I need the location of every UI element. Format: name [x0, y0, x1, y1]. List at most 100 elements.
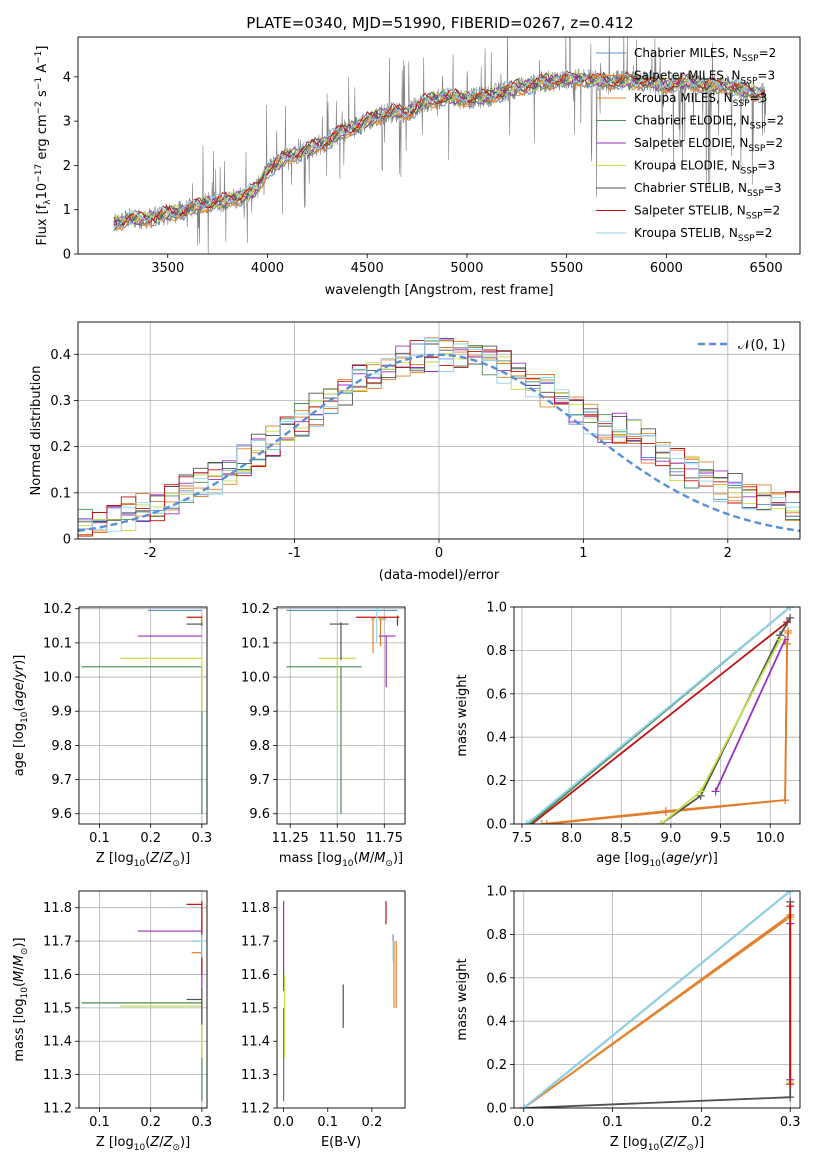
y-tick-label: 0.8: [486, 644, 507, 659]
x-axis-label: mass [log10(M/M⊙)]: [279, 851, 403, 869]
y-tick-label: 9.6: [51, 807, 72, 822]
legend-entry: Chabrier MILES, NSSP=2: [634, 46, 776, 64]
y-tick-label: 0.4: [486, 731, 507, 746]
y-tick-label: 0: [63, 248, 71, 263]
mass-weight-line: [531, 621, 788, 824]
mass-weight-line: [523, 916, 791, 1108]
x-tick-label: 4500: [351, 261, 384, 276]
x-tick-label: 7.5: [512, 831, 533, 846]
y-tick-label: 10.0: [43, 671, 72, 686]
plot-area: [81, 608, 203, 814]
x-tick-label: 0.2: [691, 1115, 712, 1130]
legend-entry: Kroupa STELIB, NSSP=2: [634, 226, 772, 244]
x-tick-label: 5500: [550, 261, 583, 276]
spectrum-panel: 3500 4000 4500 5000 5500 6000 6500 0 1 2 3 4 wavelen…: [34, 36, 801, 298]
plot-area: [113, 37, 767, 254]
y-tick-label: 11.5: [241, 1001, 270, 1016]
y-tick-label: 1.0: [486, 601, 507, 616]
y-tick-label: 3: [63, 115, 71, 130]
y-tick-label: 0.2: [486, 774, 507, 789]
x-tick-label: 4000: [251, 261, 284, 276]
age-vs-metallicity-panel: 0.1 0.2 0.3 9.6 9.7 9.8 9.9 10.0 10.1 10.2 Z [log1…: [12, 602, 212, 869]
mass-vs-metallicity-panel: 0.1 0.2 0.3 11.2 11.3 11.4 11.5 11.6 11.7 11.8 Z […: [12, 890, 213, 1153]
y-tick-label: 2: [63, 159, 71, 174]
x-tick-label: 6000: [650, 261, 683, 276]
y-tick-label: 10.2: [43, 602, 72, 617]
x-tick-label: 0.2: [362, 1115, 383, 1130]
x-tick-label: -1: [288, 546, 301, 561]
mass-weight-line: [523, 901, 792, 1108]
plot-area: [522, 607, 795, 824]
y-tick-label: 11.7: [43, 935, 72, 950]
x-tick-label: 9.5: [710, 831, 731, 846]
legend-entry: Salpeter MILES, NSSP=3: [634, 69, 775, 87]
y-tick-label: 11.8: [241, 901, 270, 916]
y-tick-label: 1.0: [486, 885, 507, 900]
axes-frame: [78, 890, 208, 1109]
x-tick-label: 1: [579, 546, 587, 561]
x-axis-label: age [log10(age/yr)]: [596, 851, 718, 869]
y-tick-label: 4: [63, 70, 71, 85]
axes-frame: [276, 606, 406, 825]
model-fit-line: [113, 69, 765, 229]
x-tick-label: 11.25: [272, 831, 309, 846]
axes-frame: [77, 321, 801, 540]
x-tick-label: 0.3: [192, 1115, 213, 1130]
y-tick-label: 11.8: [43, 901, 72, 916]
x-tick-label: 0.1: [317, 1115, 338, 1130]
x-axis-label: Z [log10(Z/Z⊙)]: [96, 851, 190, 869]
axes-frame: [513, 890, 801, 1109]
mass-weight-line: [526, 607, 791, 824]
plot-area: [81, 901, 203, 1102]
model-fit-line: [113, 72, 766, 232]
x-tick-label: 11.75: [366, 831, 403, 846]
y-tick-label: 0.2: [50, 440, 71, 455]
y-tick-label: 10.1: [241, 636, 270, 651]
legend-entry: 𝒩(0, 1): [738, 338, 785, 353]
y-tick-label: 11.3: [241, 1068, 270, 1083]
x-tick-label: 0.1: [89, 831, 110, 846]
x-tick-label: 2: [724, 546, 732, 561]
y-tick-label: 9.9: [249, 705, 270, 720]
age-vs-mass-panel: 11.25 11.50 11.75 9.6 9.7 9.8 9.9 10.0 10.1 10.2 m…: [241, 602, 406, 869]
y-tick-label: 9.6: [249, 807, 270, 822]
legend-entry: Salpeter ELODIE, NSSP=2: [634, 136, 783, 154]
y-tick-label: 0.0: [486, 818, 507, 833]
x-tick-label: 0.3: [780, 1115, 801, 1130]
mass-weight-line: [541, 632, 789, 824]
x-tick-label: 8.0: [561, 831, 582, 846]
x-tick-label: 8.5: [611, 831, 632, 846]
x-tick-label: 0.0: [273, 1115, 294, 1130]
x-axis-label: wavelength [Angstrom, rest frame]: [325, 283, 554, 298]
y-tick-label: 9.7: [51, 773, 72, 788]
plot-area: [78, 337, 800, 537]
mass-weight-line: [546, 630, 789, 824]
axes-frame: [513, 606, 801, 825]
y-tick-label: 0.6: [486, 971, 507, 986]
y-axis-label: mass weight: [455, 958, 470, 1040]
plot-area: [286, 608, 400, 814]
y-axis-label: mass [log10(M/M⊙)]: [12, 937, 30, 1061]
y-tick-label: 11.4: [43, 1035, 72, 1050]
y-tick-label: 10.0: [241, 671, 270, 686]
y-tick-label: 0.2: [486, 1058, 507, 1073]
plot-area: [283, 901, 397, 1102]
y-tick-label: 11.6: [43, 968, 72, 983]
mass-weight-line: [660, 617, 791, 824]
normal-curve: [78, 353, 800, 533]
legend-entry: Kroupa MILES, NSSP=3: [634, 91, 767, 109]
y-tick-label: 11.7: [241, 935, 270, 950]
x-axis-label: Z [log10(Z/Z⊙)]: [610, 1135, 704, 1153]
y-tick-label: 0.4: [486, 1015, 507, 1030]
mass-weight-vs-age-panel: 7.5 8.0 8.5 9.0 9.5 10.0 0.0 0.2 0.4 0.6 0.8 1.0 age…: [455, 601, 801, 869]
y-tick-label: 0: [63, 533, 71, 548]
figure-title: PLATE=0340, MJD=51990, FIBERID=0267, z=0…: [246, 14, 633, 32]
axes-frame: [77, 36, 801, 255]
y-tick-label: 1: [63, 203, 71, 218]
x-axis-label: E(B-V): [321, 1135, 361, 1150]
legend-entry: Kroupa ELODIE, NSSP=3: [634, 159, 775, 177]
x-axis-label: Z [log10(Z/Z⊙)]: [96, 1135, 190, 1153]
axes-frame: [276, 890, 406, 1109]
mass-vs-ebv-panel: 0.0 0.1 0.2 11.2 11.3 11.4 11.5 11.6 11.7 11.8 E(B…: [241, 890, 406, 1150]
